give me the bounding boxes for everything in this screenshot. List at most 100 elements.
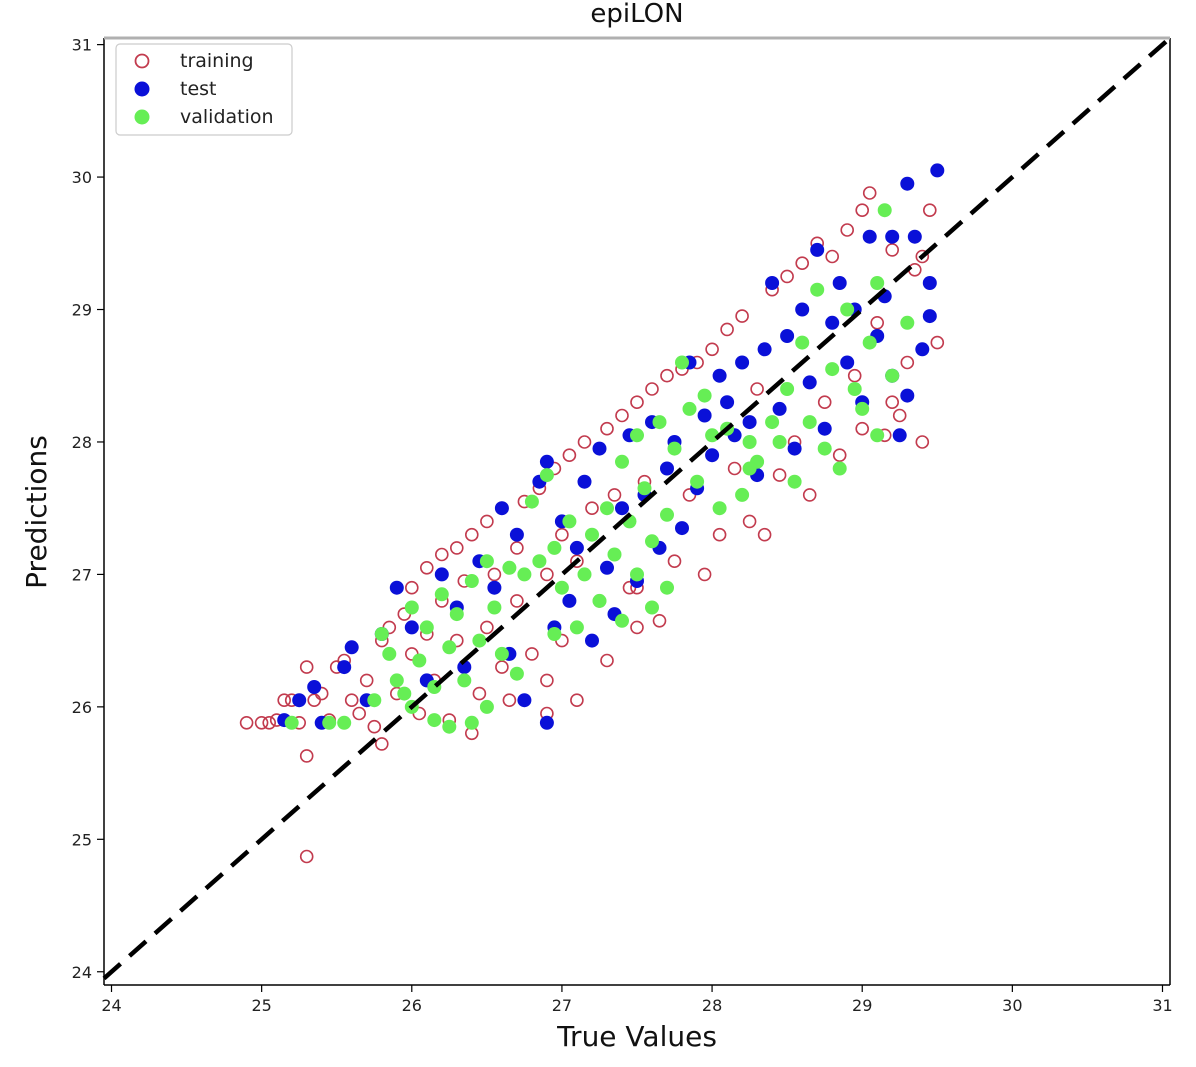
training-point-93 <box>825 249 840 264</box>
training-point-48 <box>525 647 539 661</box>
training-point-79 <box>720 322 734 337</box>
test-point-65 <box>862 229 877 244</box>
validation-point-82 <box>547 627 562 641</box>
validation-point-26 <box>509 666 524 681</box>
training-point-37 <box>464 527 479 542</box>
validation-point-53 <box>690 474 705 489</box>
training-point-108 <box>915 435 930 449</box>
training-point-55 <box>562 448 577 463</box>
training-point-64 <box>615 408 629 423</box>
legend-label-training: training <box>180 50 254 72</box>
training-point-53 <box>555 527 569 542</box>
validation-point-64 <box>787 474 802 489</box>
validation-point-76 <box>870 428 885 443</box>
validation-point-22 <box>479 699 494 714</box>
validation-point-36 <box>585 527 599 542</box>
training-point-46 <box>510 594 524 608</box>
test-point-44 <box>705 448 720 463</box>
training-point-34 <box>449 541 464 555</box>
validation-point-7 <box>397 686 412 701</box>
y-tick-label-4: 28 <box>72 433 92 452</box>
validation-point-21 <box>479 554 494 569</box>
legend-label-test: test <box>180 78 217 100</box>
x-tick-label-1: 25 <box>251 996 271 1015</box>
test-point-70 <box>900 176 915 191</box>
validation-point-16 <box>449 607 464 622</box>
test-point-18 <box>509 527 524 542</box>
training-point-39 <box>480 514 494 529</box>
validation-points <box>284 203 915 734</box>
test-point-45 <box>712 368 727 383</box>
training-point-89 <box>795 256 810 271</box>
training-point-81 <box>735 309 749 323</box>
validation-point-65 <box>795 335 810 350</box>
legend: training test validation <box>115 43 293 136</box>
validation-point-31 <box>547 540 562 555</box>
validation-point-59 <box>742 435 757 449</box>
validation-point-70 <box>832 461 847 476</box>
validation-point-6 <box>389 673 404 688</box>
test-point-49 <box>742 415 757 430</box>
training-point-16 <box>352 706 367 721</box>
training-point-103 <box>900 355 915 370</box>
training-point-51 <box>540 673 554 688</box>
training-point-84 <box>757 527 772 542</box>
training-point-94 <box>832 448 847 463</box>
validation-point-75 <box>870 276 885 290</box>
validation-point-27 <box>517 567 532 582</box>
validation-point-68 <box>817 441 832 456</box>
test-point-60 <box>825 315 840 330</box>
test-point-59 <box>817 421 832 436</box>
training-point-82 <box>742 514 757 529</box>
plot-background <box>104 38 1170 985</box>
validation-point-50 <box>667 441 682 456</box>
training-point-9 <box>299 849 314 864</box>
validation-point-0 <box>284 715 299 730</box>
validation-point-15 <box>442 719 457 734</box>
validation-point-61 <box>765 415 780 430</box>
validation-point-3 <box>367 693 382 708</box>
validation-point-29 <box>532 554 547 569</box>
training-point-40 <box>480 620 494 635</box>
training-point-107 <box>930 335 945 350</box>
training-point-69 <box>645 382 659 396</box>
test-point-5 <box>344 640 359 655</box>
legend-marker-test <box>134 81 150 97</box>
test-point-61 <box>832 276 847 290</box>
x-tick-label-5: 29 <box>852 996 872 1015</box>
training-point-109 <box>885 395 900 410</box>
test-point-75 <box>922 276 937 290</box>
test-point-15 <box>487 580 502 595</box>
test-point-19 <box>517 693 532 708</box>
test-point-58 <box>810 242 825 257</box>
training-point-97 <box>855 203 870 217</box>
test-point-29 <box>592 441 607 456</box>
validation-point-34 <box>569 620 584 635</box>
x-tick-label-0: 24 <box>101 996 121 1015</box>
training-point-87 <box>780 269 794 284</box>
test-point-1 <box>292 693 307 708</box>
training-point-63 <box>607 488 622 502</box>
test-point-56 <box>795 302 810 317</box>
chart-title: epiLON <box>590 0 683 29</box>
y-tick-label-2: 26 <box>72 698 92 717</box>
test-point-21 <box>539 715 554 730</box>
validation-point-58 <box>735 487 750 502</box>
training-point-102 <box>892 408 907 423</box>
training-point-67 <box>630 620 644 635</box>
test-point-57 <box>802 375 817 390</box>
test-point-73 <box>922 309 937 324</box>
training-point-99 <box>870 315 885 330</box>
test-point-53 <box>772 401 787 416</box>
x-tick-label-3: 27 <box>552 996 572 1015</box>
training-point-78 <box>712 527 727 542</box>
validation-point-46 <box>645 600 659 615</box>
test-point-2 <box>307 680 322 694</box>
validation-point-5 <box>382 646 397 661</box>
test-point-48 <box>735 355 750 370</box>
training-point-27 <box>419 560 434 575</box>
training-point-19 <box>374 737 389 751</box>
training-point-70 <box>652 613 667 628</box>
validation-point-13 <box>434 587 449 602</box>
